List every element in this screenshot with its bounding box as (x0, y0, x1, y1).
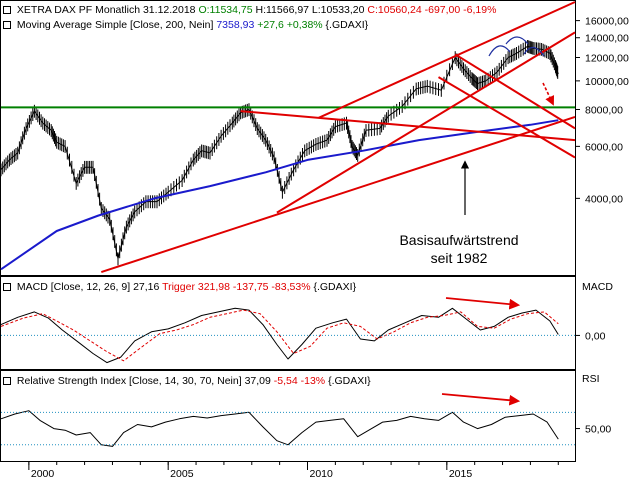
price-ytick-label: 4000,00 (585, 193, 623, 205)
price-high: H:11566,97 (255, 4, 309, 16)
rsi-source: {.GDAXI} (328, 375, 371, 387)
annotation-line1: Basisaufwärtstrend (399, 232, 518, 248)
macd-label: MACD [Close, 12, 26, 9] (16, 281, 131, 293)
macd-header: MACD [Close, 12, 26, 9] 27,16 Trigger 32… (0, 281, 356, 293)
double-top-arc-2 (505, 36, 529, 45)
price-symbol: XETRA DAX PF Monatlich (16, 4, 141, 16)
price-series-trend-7 (454, 53, 576, 130)
price-series-trend-5 (318, 1, 576, 119)
axes: 4000,00 6000,00 8000,00 10000,00 12000,00 140… (28, 16, 629, 480)
macd-icon (3, 283, 11, 291)
double-top-arc-3 (523, 46, 545, 57)
macd-divergence-arrow (445, 297, 521, 310)
macd-axis-label: MACD (582, 281, 613, 293)
rsi-series-rsi-0 (0, 410, 559, 447)
rsi-ytick-label: 50,00 (585, 424, 611, 436)
double-top-arc-1 (488, 45, 511, 57)
ma-source: {.GDAXI} (325, 19, 369, 31)
rsi-header: Relative Strength Index [Close, 14, 30, … (0, 375, 371, 387)
annotation-line2: seit 1982 (431, 250, 488, 266)
macd-value: 27,16 (133, 281, 160, 293)
price-date: 31.12.2018 (142, 4, 196, 16)
price-series-trend-3 (100, 115, 576, 274)
rsi-axis-label: RSI (582, 373, 600, 385)
price-panel-frame (0, 0, 576, 276)
xtick-label: 2015 (449, 468, 473, 480)
header-icon (3, 6, 11, 14)
price-ytick-label: 14000,00 (585, 33, 629, 45)
macd-panel-frame (0, 276, 576, 370)
price-ytick-label: 6000,00 (585, 141, 623, 153)
macd-source: {.GDAXI} (313, 281, 357, 293)
ma-change: +27,6 +0,38% (257, 19, 323, 31)
price-series-trend-8 (437, 76, 576, 159)
xtick-label: 2005 (170, 468, 194, 480)
price-ytick-label: 12000,00 (585, 52, 629, 64)
xtick-label: 2000 (31, 468, 55, 480)
macd-panel (0, 307, 575, 364)
macd-series-signal-1 (0, 309, 559, 362)
ma-label: Moving Average Simple [Close, 200, Nein] (16, 19, 214, 31)
rsi-panel-frame (0, 370, 576, 462)
rsi-change: -5,54 -13% (273, 375, 326, 387)
rsi-label: Relative Strength Index [Close, 14, 30, … (16, 375, 242, 387)
price-close: C:10560,24 -697,00 -6,19% (367, 4, 497, 16)
price-series-ma200-1 (0, 119, 559, 271)
price-header-line1: XETRA DAX PF Monatlich 31.12.2018 O:1153… (0, 4, 496, 16)
price-open: O:11534,75 (198, 4, 253, 16)
price-header-line2: Moving Average Simple [Close, 200, Nein]… (0, 19, 368, 31)
xtick-label: 2010 (310, 468, 334, 480)
rsi-icon (3, 377, 11, 385)
rsi-value: 37,09 (244, 375, 271, 387)
price-series-trend-4 (276, 31, 576, 214)
price-ytick-label: 10000,00 (585, 76, 629, 88)
rsi-panel (0, 410, 575, 447)
macd-trigger: Trigger 321,98 -137,75 -83,53% (162, 281, 311, 293)
macd-ytick-label: 0,00 (585, 330, 606, 342)
ma-icon (3, 21, 11, 29)
price-series-trend-6 (240, 110, 576, 142)
price-down-arrow (542, 82, 555, 106)
rsi-divergence-arrow (441, 393, 521, 406)
macd-series-macd-0 (0, 307, 559, 364)
price-ytick-label: 8000,00 (585, 104, 623, 116)
annotations: Basisaufwärtstrend seit 1982 MACD RSI (399, 36, 613, 406)
price-ytick-label: 16000,00 (585, 16, 629, 28)
ma-value: 7358,93 (216, 19, 255, 31)
price-low: L:10533,20 (311, 4, 365, 16)
